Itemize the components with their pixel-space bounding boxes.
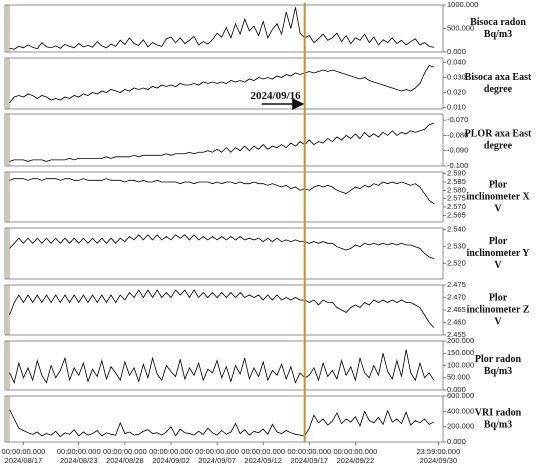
y-tick-label: 2.540	[447, 225, 466, 234]
y-axis-label: Plor radon	[475, 354, 522, 365]
y-axis-label: Bq/m3	[484, 366, 512, 377]
y-axis-label: inclinometer Y	[466, 248, 530, 259]
data-line	[9, 65, 434, 104]
data-line	[9, 409, 434, 438]
x-tick-time: 00:00:00.000	[195, 447, 239, 456]
y-axis-label: V	[494, 203, 502, 214]
x-tick-label: 2024/09/22	[337, 456, 375, 465]
y-axis-label: inclinometer Z	[467, 304, 530, 315]
y-tick-label: 2.455	[447, 330, 466, 339]
y-tick-label: 2.575	[447, 194, 466, 203]
y-tick-label: 2.565	[447, 210, 466, 219]
y-tick-label: 2.590	[447, 169, 466, 178]
x-tick-time: 00:00:00.000	[287, 447, 331, 456]
y-tick-label: 2.465	[447, 305, 466, 314]
y-axis-label: Plor	[489, 179, 508, 190]
x-tick-time: 00:00:00.000	[241, 447, 285, 456]
y-axis-label: Plor	[489, 292, 508, 303]
y-tick-label: -0.100	[447, 161, 468, 170]
x-tick-label: 2024/08/28	[106, 456, 144, 465]
y-tick-label: 400.000	[447, 406, 474, 415]
x-tick-time: 00:00:00.000	[57, 447, 101, 456]
y-tick-label: 0.000	[447, 47, 466, 56]
data-line	[9, 289, 435, 328]
y-axis-label: degree	[484, 84, 513, 95]
data-line	[9, 234, 434, 259]
y-tick-label: 2.460	[447, 317, 466, 326]
y-axis-label: Bq/m3	[484, 29, 512, 40]
panel-frame	[4, 284, 444, 336]
y-tick-label: 2.580	[447, 185, 466, 194]
y-tick-label: 100.000	[447, 360, 474, 369]
x-tick-time: 00:00:00.000	[149, 447, 193, 456]
x-tick-label: 2024/08/23	[60, 456, 98, 465]
y-tick-label: 2.470	[447, 292, 466, 301]
y-tick-label: 0.040	[447, 57, 466, 66]
y-axis-label: Bisoca radon	[470, 17, 526, 28]
y-tick-label: 500.000	[447, 23, 474, 32]
y-tick-label: -0.090	[447, 146, 468, 155]
y-tick-label: 200.000	[447, 422, 474, 431]
y-axis-label: inclinometer X	[466, 191, 530, 202]
x-tick-time: 00:00:00.000	[103, 447, 147, 456]
y-tick-label: 0.020	[447, 87, 466, 96]
y-axis-label: PLOR axa East	[465, 128, 532, 139]
x-tick-time: 00:00:00.000	[334, 447, 378, 456]
data-line	[9, 349, 435, 384]
data-line	[9, 7, 434, 50]
y-tick-label: 50.000	[447, 373, 470, 382]
data-line	[9, 178, 435, 204]
y-axis-label: Bisoca axa East	[465, 72, 532, 83]
y-tick-label: 200.000	[447, 336, 474, 345]
x-tick-label: 2024/09/07	[198, 456, 236, 465]
panel-frame	[4, 113, 444, 167]
y-tick-label: 2.530	[447, 242, 466, 251]
y-tick-label: 1000.000	[447, 0, 478, 9]
panel-frame	[4, 57, 444, 110]
data-line	[9, 122, 434, 162]
y-tick-label: -0.080	[447, 130, 468, 139]
panel-frame	[4, 340, 444, 391]
panel-frame	[4, 227, 444, 280]
x-tick-time: 23:59:00.000	[416, 447, 460, 456]
y-tick-label: 0.010	[447, 102, 466, 111]
y-tick-label: 0.030	[447, 72, 466, 81]
panel-frame	[4, 4, 444, 53]
y-tick-label: 2.475	[447, 280, 466, 289]
y-axis-label: VRI radon	[475, 407, 522, 418]
y-tick-label: 2.520	[447, 259, 466, 268]
y-tick-label: 600.000	[447, 391, 474, 400]
y-tick-label: 150.000	[447, 348, 474, 357]
annotation-text: 2024/09/16	[251, 90, 302, 102]
y-axis-label: degree	[484, 140, 513, 151]
x-tick-label: 2024/08/17	[5, 456, 43, 465]
y-axis-label: Bq/m3	[484, 419, 512, 430]
x-tick-label: 2024/09/30	[420, 456, 458, 465]
x-tick-time: 00:00:00.000	[2, 447, 46, 456]
y-axis-label: V	[494, 260, 502, 271]
x-tick-label: 2024/09/12	[244, 456, 282, 465]
x-tick-label: 2024/09/17	[291, 456, 329, 465]
x-tick-label: 2024/09/02	[152, 456, 190, 465]
y-axis-label: Plor	[489, 236, 508, 247]
y-tick-label: -0.070	[447, 115, 468, 124]
y-tick-label: 2.585	[447, 177, 466, 186]
y-tick-label: 2.570	[447, 202, 466, 211]
y-tick-label: 0.000	[447, 385, 466, 394]
y-axis-label: V	[494, 316, 502, 327]
y-tick-label: 0.000	[447, 437, 466, 446]
